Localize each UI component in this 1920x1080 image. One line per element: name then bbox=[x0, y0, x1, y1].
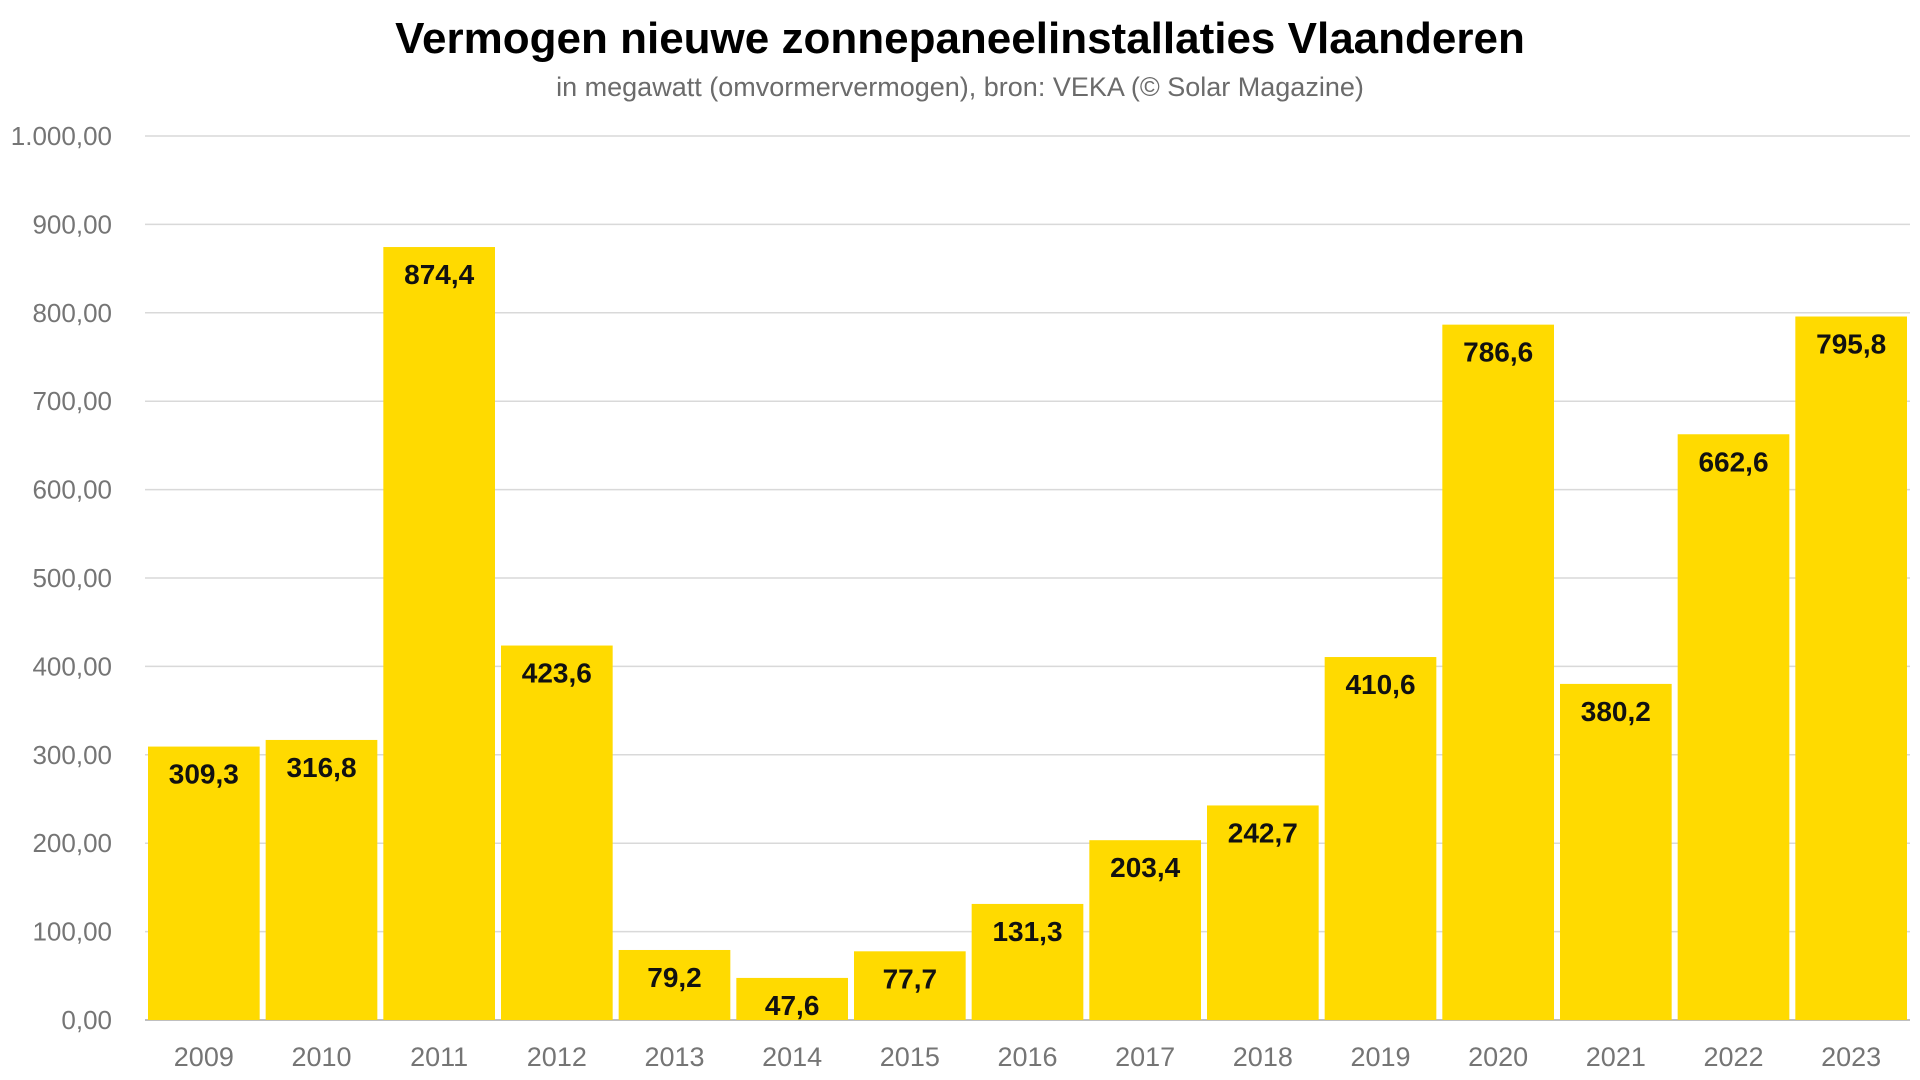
data-label: 795,8 bbox=[1816, 329, 1886, 360]
data-label: 874,4 bbox=[404, 259, 474, 290]
x-tick-label: 2014 bbox=[762, 1042, 822, 1072]
y-tick-label: 200,00 bbox=[32, 828, 112, 858]
x-tick-label: 2017 bbox=[1115, 1042, 1175, 1072]
y-tick-label: 300,00 bbox=[32, 740, 112, 770]
x-tick-label: 2018 bbox=[1233, 1042, 1293, 1072]
bar-2009 bbox=[148, 746, 260, 1020]
data-label: 662,6 bbox=[1698, 446, 1768, 477]
x-tick-label: 2022 bbox=[1703, 1042, 1763, 1072]
y-tick-label: 900,00 bbox=[32, 209, 112, 239]
chart-subtitle: in megawatt (omvormervermogen), bron: VE… bbox=[556, 72, 1364, 102]
y-tick-label: 500,00 bbox=[32, 563, 112, 593]
data-label: 410,6 bbox=[1345, 669, 1415, 700]
data-label: 131,3 bbox=[992, 916, 1062, 947]
y-tick-label: 0,00 bbox=[61, 1005, 112, 1035]
x-axis: 2009 2010 2011 2012 2013 2014 2015 2016 2017 2018… bbox=[174, 1042, 1881, 1072]
data-labels: 309,3 316,8 874,4 423,6 79,2 47,6 77,7 131,3 203… bbox=[169, 259, 1886, 1021]
y-tick-label: 100,00 bbox=[32, 917, 112, 947]
data-label: 380,2 bbox=[1581, 696, 1651, 727]
data-label: 77,7 bbox=[883, 963, 938, 994]
bar-2015 bbox=[854, 951, 966, 1020]
bar-2016 bbox=[971, 903, 1084, 1020]
bar-2021 bbox=[1560, 683, 1672, 1020]
data-label: 786,6 bbox=[1463, 337, 1533, 368]
data-label: 423,6 bbox=[522, 658, 592, 689]
y-axis: 0,00 100,00 200,00 300,00 400,00 500,00 600,00… bbox=[11, 121, 112, 1035]
x-tick-label: 2016 bbox=[997, 1042, 1057, 1072]
x-tick-label: 2015 bbox=[880, 1042, 940, 1072]
x-tick-label: 2010 bbox=[291, 1042, 351, 1072]
data-label: 309,3 bbox=[169, 759, 239, 790]
bar-2010 bbox=[265, 739, 378, 1020]
x-tick-label: 2012 bbox=[527, 1042, 587, 1072]
data-label: 203,4 bbox=[1110, 852, 1180, 883]
y-tick-label: 700,00 bbox=[32, 386, 112, 416]
x-tick-label: 2013 bbox=[644, 1042, 704, 1072]
chart-title: Vermogen nieuwe zonnepaneelinstallaties … bbox=[395, 14, 1525, 63]
x-tick-label: 2009 bbox=[174, 1042, 234, 1072]
bar-2020 bbox=[1442, 324, 1554, 1020]
bar-2014 bbox=[736, 977, 848, 1020]
bar-2019 bbox=[1324, 657, 1437, 1020]
data-label: 242,7 bbox=[1228, 817, 1298, 848]
data-label: 79,2 bbox=[647, 962, 702, 993]
data-label: 47,6 bbox=[765, 990, 820, 1021]
bar-2023 bbox=[1795, 316, 1907, 1020]
data-label: 316,8 bbox=[286, 752, 356, 783]
bar-2013 bbox=[618, 949, 731, 1020]
bar-2018 bbox=[1207, 805, 1319, 1020]
x-tick-label: 2019 bbox=[1350, 1042, 1410, 1072]
bar-2017 bbox=[1089, 840, 1201, 1020]
x-tick-label: 2023 bbox=[1821, 1042, 1881, 1072]
bar-2012 bbox=[501, 645, 613, 1020]
x-tick-label: 2021 bbox=[1586, 1042, 1646, 1072]
bars bbox=[148, 247, 1907, 1020]
y-tick-label: 800,00 bbox=[32, 298, 112, 328]
bar-2022 bbox=[1677, 434, 1790, 1020]
x-tick-label: 2020 bbox=[1468, 1042, 1528, 1072]
y-tick-label: 400,00 bbox=[32, 651, 112, 681]
bar-2011 bbox=[383, 247, 495, 1020]
y-tick-label: 600,00 bbox=[32, 475, 112, 505]
x-tick-label: 2011 bbox=[410, 1042, 468, 1072]
y-tick-label: 1.000,00 bbox=[11, 121, 112, 151]
